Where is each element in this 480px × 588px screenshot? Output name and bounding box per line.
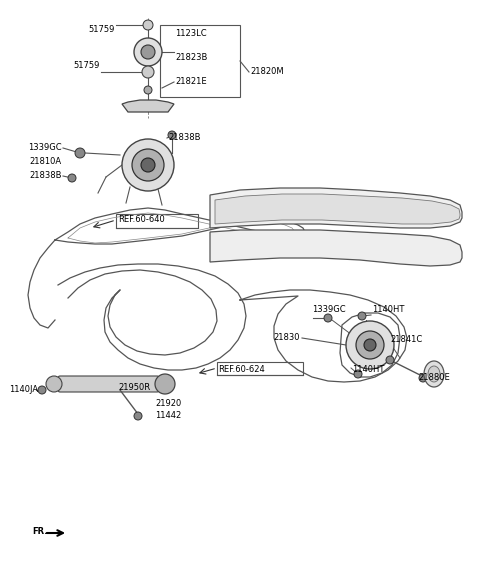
Text: REF.60-624: REF.60-624 — [218, 366, 265, 375]
Circle shape — [346, 321, 394, 369]
Circle shape — [142, 66, 154, 78]
Circle shape — [141, 45, 155, 59]
Text: 21830: 21830 — [274, 333, 300, 342]
Text: 1339GC: 1339GC — [312, 306, 346, 315]
Text: 21823B: 21823B — [175, 54, 207, 62]
FancyBboxPatch shape — [58, 376, 159, 392]
Text: 1140HT: 1140HT — [352, 366, 384, 375]
Text: REF.60-640: REF.60-640 — [118, 215, 165, 225]
Circle shape — [68, 174, 76, 182]
Polygon shape — [210, 230, 462, 266]
Text: 21838B: 21838B — [168, 133, 201, 142]
Text: FR.: FR. — [32, 527, 48, 536]
Circle shape — [168, 131, 176, 139]
Circle shape — [324, 314, 332, 322]
Circle shape — [46, 376, 62, 392]
Circle shape — [155, 374, 175, 394]
Bar — [160, 25, 240, 97]
Polygon shape — [210, 188, 462, 228]
Text: 1123LC: 1123LC — [175, 28, 206, 38]
Circle shape — [75, 148, 85, 158]
Circle shape — [144, 86, 152, 94]
Polygon shape — [122, 100, 174, 112]
Circle shape — [354, 370, 362, 378]
Text: 1339GC: 1339GC — [28, 143, 62, 152]
Circle shape — [132, 149, 164, 181]
Text: 21810A: 21810A — [30, 158, 62, 166]
Circle shape — [419, 374, 427, 382]
Text: 11442: 11442 — [155, 412, 181, 420]
Circle shape — [134, 38, 162, 66]
Text: 21950R: 21950R — [118, 383, 150, 393]
Text: 21820M: 21820M — [250, 68, 284, 76]
Circle shape — [356, 331, 384, 359]
Text: 21838B: 21838B — [29, 172, 62, 181]
Text: 1140JA: 1140JA — [9, 386, 38, 395]
Circle shape — [143, 20, 153, 30]
Text: 21821E: 21821E — [175, 78, 206, 86]
Polygon shape — [215, 194, 460, 224]
Circle shape — [358, 312, 366, 320]
Circle shape — [122, 139, 174, 191]
Text: 51759: 51759 — [73, 61, 100, 69]
Circle shape — [38, 386, 46, 394]
Circle shape — [141, 158, 155, 172]
Ellipse shape — [428, 366, 440, 382]
Circle shape — [134, 412, 142, 420]
Text: 21920: 21920 — [155, 399, 181, 409]
Circle shape — [364, 339, 376, 351]
Ellipse shape — [424, 361, 444, 387]
Text: 21841C: 21841C — [390, 336, 422, 345]
Text: 51759: 51759 — [89, 25, 115, 35]
Circle shape — [386, 356, 394, 364]
Text: 1140HT: 1140HT — [372, 306, 404, 315]
Text: 21880E: 21880E — [418, 373, 450, 383]
